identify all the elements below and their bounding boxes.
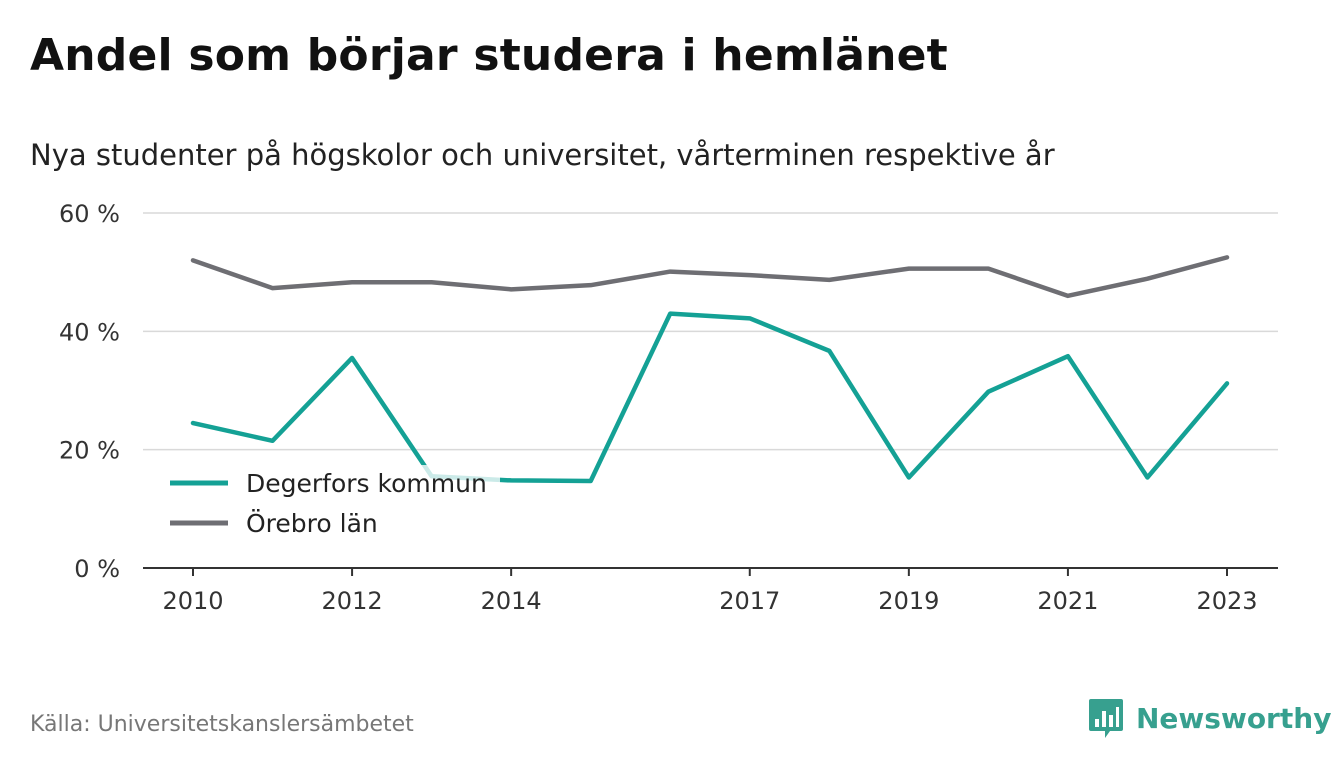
y-tick-label: 20 % bbox=[59, 437, 120, 465]
x-tick-label: 2010 bbox=[162, 587, 223, 615]
gridlines bbox=[143, 212, 1278, 451]
legend: Degerfors kommun Örebro län bbox=[160, 465, 500, 539]
brand-logo[interactable]: Newsworthy bbox=[1088, 697, 1331, 739]
legend-label: Degerfors kommun bbox=[246, 469, 487, 498]
series-line bbox=[190, 311, 1230, 484]
source-note: Källa: Universitetskanslersämbetet bbox=[30, 712, 414, 737]
x-tick-label: 2014 bbox=[481, 587, 542, 615]
legend-label: Örebro län bbox=[246, 509, 378, 538]
chart-subtitle: Nya studenter på högskolor och universit… bbox=[30, 138, 1055, 172]
y-tick-label: 0 % bbox=[74, 555, 120, 583]
chart-title: Andel som börjar studera i hemlänet bbox=[30, 30, 948, 81]
x-tick-label: 2019 bbox=[878, 587, 939, 615]
x-tick-label: 2012 bbox=[322, 587, 383, 615]
x-tick-label: 2017 bbox=[719, 587, 780, 615]
x-axis: 2010 2012 2014 2017 2019 2021 2023 bbox=[143, 567, 1278, 615]
newsworthy-logo-icon bbox=[1089, 699, 1123, 738]
x-tick-label: 2023 bbox=[1196, 587, 1257, 615]
y-tick-label: 40 % bbox=[59, 318, 120, 346]
y-tick-label: 60 % bbox=[59, 200, 120, 228]
brand-name: Newsworthy bbox=[1136, 701, 1332, 735]
x-tick-label: 2021 bbox=[1037, 587, 1098, 615]
y-axis-ticks: 0 % 20 % 40 % 60 % bbox=[59, 200, 120, 583]
series-lines bbox=[190, 255, 1230, 484]
series-line bbox=[190, 255, 1230, 299]
